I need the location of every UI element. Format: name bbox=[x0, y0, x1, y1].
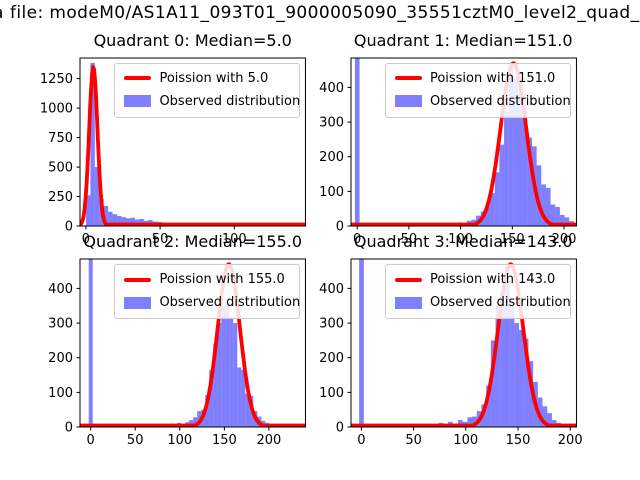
subplot-3-title: Quadrant 3: Median=143.0 bbox=[353, 232, 573, 252]
legend-entry-observed: Observed distribution bbox=[394, 94, 571, 109]
y-tick-label: 100 bbox=[48, 386, 73, 401]
x-tick-label: 0 bbox=[87, 433, 95, 448]
observed-patch-swatch bbox=[124, 296, 152, 309]
subplot-0-title: Quadrant 0: Median=5.0 bbox=[93, 30, 292, 50]
legend-entry-observed: Observed distribution bbox=[124, 295, 300, 310]
subplot-3: 0 50 100 150 200 0 100 200 300 400 Quadrant 3: Me… bbox=[319, 232, 582, 448]
y-tick-label: 750 bbox=[48, 131, 73, 146]
y-tick-label: 200 bbox=[319, 351, 344, 366]
x-tick-label: 150 bbox=[499, 232, 524, 247]
legend-label-poisson: Poission with 5.0 bbox=[159, 70, 269, 86]
poisson-curve bbox=[350, 60, 576, 226]
x-tick-label: 0 bbox=[357, 433, 365, 448]
y-tick-label: 300 bbox=[319, 115, 344, 130]
legend-label-poisson: Poission with 151.0 bbox=[429, 70, 556, 86]
y-tick-label: 100 bbox=[319, 386, 344, 401]
y-tick-label: 1000 bbox=[40, 101, 73, 116]
x-tick-label: 100 bbox=[222, 232, 247, 247]
x-tick-label: 100 bbox=[453, 433, 478, 448]
y-tick-label: 0 bbox=[65, 421, 73, 436]
y-tick-label: 500 bbox=[48, 160, 73, 175]
figure-title: file: modeM0/AS1A11_093T01_9000005090_35… bbox=[10, 3, 640, 23]
x-tick-label: 50 bbox=[400, 232, 417, 247]
legend-label-observed: Observed distribution bbox=[159, 295, 301, 311]
legend-entry-observed: Observed distribution bbox=[394, 295, 571, 310]
x-tick-label: 200 bbox=[557, 433, 582, 448]
x-tick-label: 200 bbox=[256, 433, 281, 448]
y-tick-label: 0 bbox=[335, 219, 343, 234]
suptitle-clipped-fragment: a bbox=[0, 3, 3, 23]
x-tick-label: 0 bbox=[82, 232, 90, 247]
poisson-curve bbox=[350, 262, 576, 428]
y-tick-label: 400 bbox=[319, 80, 344, 95]
poisson-line-swatch bbox=[394, 76, 422, 81]
y-tick-label: 300 bbox=[48, 317, 73, 332]
x-tick-label: 100 bbox=[448, 232, 473, 247]
legend: Poission with 143.0 Observed distributio… bbox=[384, 264, 571, 320]
poisson-curve bbox=[80, 64, 306, 226]
observed-patch-swatch bbox=[124, 95, 152, 108]
x-tick-label: 200 bbox=[551, 232, 576, 247]
poisson-curve bbox=[80, 262, 306, 428]
legend-entry-poisson: Poission with 151.0 bbox=[394, 70, 561, 86]
legend-entry-poisson: Poission with 155.0 bbox=[124, 272, 290, 287]
y-tick-label: 100 bbox=[319, 184, 344, 199]
subplot-0: 0 50 100 0 250 500 750 1000 1250 Quadrant 0: Med… bbox=[40, 31, 306, 247]
subplot-1-title: Quadrant 1: Median=151.0 bbox=[353, 30, 573, 50]
legend-entry-poisson: Poission with 143.0 bbox=[394, 272, 561, 288]
y-tick-label: 200 bbox=[319, 150, 344, 165]
x-tick-label: 50 bbox=[405, 433, 422, 448]
poisson-line-swatch bbox=[394, 277, 422, 282]
subplot-2-title: Quadrant 2: Median=155.0 bbox=[83, 232, 303, 252]
poisson-line-swatch bbox=[124, 76, 152, 81]
y-tick-label: 400 bbox=[319, 282, 344, 297]
x-tick-label: 150 bbox=[505, 433, 530, 448]
legend-label-poisson: Poission with 155.0 bbox=[159, 272, 285, 288]
legend-label-observed: Observed distribution bbox=[429, 93, 571, 109]
legend-entry-observed: Observed distribution bbox=[124, 94, 300, 109]
axes-spines bbox=[79, 258, 306, 428]
y-tick-label: 400 bbox=[48, 282, 73, 297]
quadrant-1-plot: 0 50 100 150 200 0 100 200 300 400 bbox=[319, 57, 577, 247]
x-tick-label: 50 bbox=[152, 232, 169, 247]
quadrant-2-plot: 0 50 100 150 200 0 100 200 300 400 bbox=[48, 258, 306, 448]
quadrant-3-plot: 0 50 100 150 200 0 100 200 300 400 bbox=[319, 258, 582, 448]
axes-spines bbox=[79, 57, 306, 227]
legend-label-observed: Observed distribution bbox=[159, 93, 301, 109]
x-tick-label: 150 bbox=[212, 433, 237, 448]
legend: Poission with 151.0 Observed distributio… bbox=[384, 62, 571, 118]
subplot-1: 0 50 100 150 200 0 100 200 300 400 Quadrant 1: Me… bbox=[319, 31, 577, 247]
subplot-2: 0 50 100 150 200 0 100 200 300 400 Quadrant 2: Me… bbox=[48, 232, 306, 448]
observed-patch-swatch bbox=[394, 95, 422, 108]
legend: Poission with 5.0 Observed distribution bbox=[114, 62, 301, 118]
y-tick-label: 300 bbox=[319, 317, 344, 332]
axes-spines bbox=[350, 258, 577, 428]
y-tick-label: 0 bbox=[335, 421, 343, 436]
x-tick-label: 50 bbox=[127, 433, 144, 448]
axes-spines bbox=[350, 57, 577, 227]
y-tick-label: 0 bbox=[65, 219, 73, 234]
x-tick-label: 100 bbox=[167, 433, 192, 448]
legend-label-observed: Observed distribution bbox=[429, 295, 571, 311]
y-tick-label: 250 bbox=[48, 190, 73, 205]
observed-patch-swatch bbox=[394, 296, 422, 309]
legend-label-poisson: Poission with 143.0 bbox=[429, 272, 556, 288]
poisson-line-swatch bbox=[124, 277, 152, 282]
x-tick-label: 0 bbox=[353, 232, 361, 247]
legend: Poission with 155.0 Observed distributio… bbox=[114, 264, 301, 320]
y-tick-label: 200 bbox=[48, 351, 73, 366]
y-tick-label: 1250 bbox=[40, 72, 73, 87]
legend-entry-poisson: Poission with 5.0 bbox=[124, 71, 290, 86]
